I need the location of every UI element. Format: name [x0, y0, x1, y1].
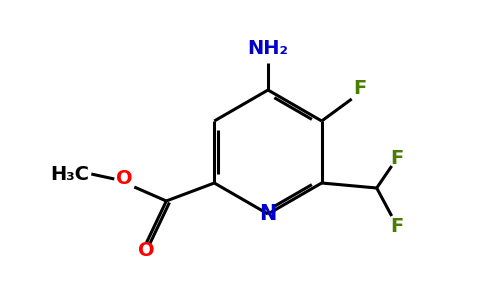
- Text: F: F: [353, 80, 366, 98]
- Text: O: O: [138, 242, 154, 260]
- Text: F: F: [390, 148, 403, 167]
- Text: H₃C: H₃C: [50, 164, 89, 184]
- Text: N: N: [259, 204, 277, 224]
- Text: NH₂: NH₂: [247, 38, 288, 58]
- Text: O: O: [116, 169, 133, 188]
- Text: F: F: [390, 217, 403, 236]
